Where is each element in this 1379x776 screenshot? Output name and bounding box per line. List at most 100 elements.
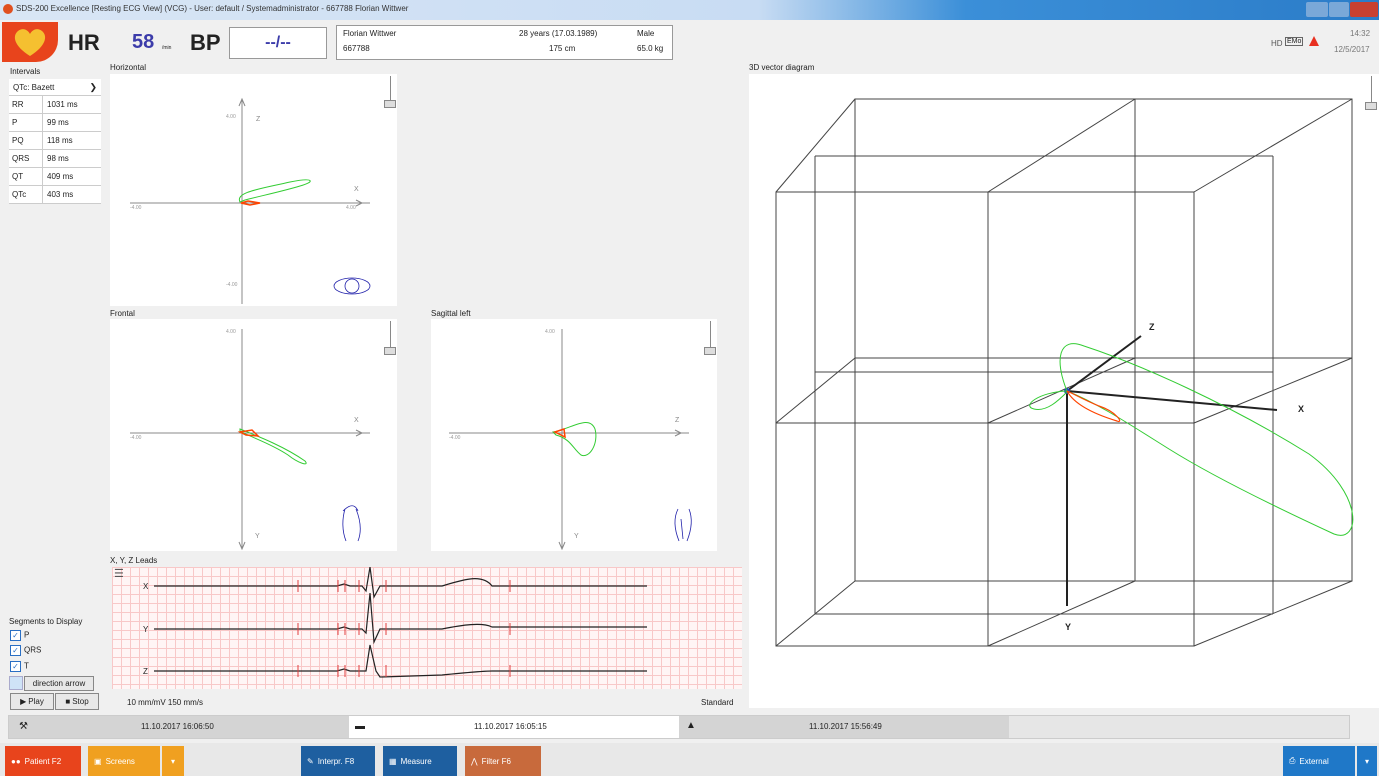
qtc-select[interactable]: QTc: Bazett ❯	[9, 79, 101, 96]
vector3d-z-label: Z	[1149, 322, 1155, 332]
filter-button[interactable]: ⋀ Filter F6	[465, 746, 541, 776]
users-icon: ●●	[11, 756, 21, 766]
interval-value: 1031 ms	[47, 100, 78, 109]
sagittal-plot-svg	[449, 329, 692, 551]
frontal-title: Frontal	[110, 309, 135, 318]
interval-label: P	[9, 114, 43, 131]
screens-button-label: Screens	[105, 756, 135, 766]
segment-p[interactable]: ✓ P	[10, 630, 29, 641]
segment-qrs[interactable]: ✓ QRS	[10, 645, 41, 656]
caret-down-icon: ▾	[1364, 756, 1369, 766]
horizontal-tick-pos-x: 4.00	[346, 205, 356, 211]
interval-label: QTc	[9, 186, 43, 203]
external-button-label: External	[1299, 756, 1329, 766]
maximize-button[interactable]	[1329, 2, 1349, 17]
ruler-icon: ▦	[389, 756, 397, 766]
sagittal-plot[interactable]: Z Y 4.00 -4.00	[431, 319, 717, 551]
direction-arrow-toggle[interactable]	[9, 676, 23, 690]
checkbox-t[interactable]: ✓	[10, 661, 21, 672]
interval-row: QRS 98 ms	[9, 150, 101, 168]
play-label: Play	[28, 697, 44, 706]
play-icon: ▶	[20, 697, 27, 706]
checkbox-qrs[interactable]: ✓	[10, 645, 21, 656]
frontal-tick-pos: 4.00	[226, 329, 236, 335]
sagittal-title: Sagittal left	[431, 309, 471, 318]
checkbox-p[interactable]: ✓	[10, 630, 21, 641]
segment-t[interactable]: ✓ T	[10, 661, 29, 672]
horizontal-title: Horizontal	[110, 63, 147, 72]
interval-label: PQ	[9, 132, 43, 149]
bed-icon: ▬	[355, 721, 365, 732]
sagittal-tick-neg: -4.00	[449, 435, 461, 441]
external-dropdown[interactable]: ▾	[1357, 746, 1377, 776]
hr-label: HR	[68, 30, 100, 55]
filter-icon: ⋀	[471, 756, 478, 766]
frontal-plot[interactable]: X Y 4.00 -4.00	[110, 319, 397, 551]
sagittal-zoom-slider[interactable]	[704, 347, 716, 355]
interval-label: QRS	[9, 150, 43, 167]
interp-button-label: Interpr. F8	[317, 756, 355, 766]
window-title: SDS-200 Excellence [Resting ECG View] (V…	[16, 4, 409, 13]
frontal-axis1: X	[354, 417, 359, 424]
lead-y-label: Y	[143, 625, 149, 634]
vector3d-zoom-slider[interactable]	[1365, 102, 1377, 110]
frontal-zoom-track	[390, 321, 391, 351]
interval-row: PQ 118 ms	[9, 132, 101, 150]
interval-label: QT	[9, 168, 43, 185]
close-button[interactable]	[1350, 2, 1378, 17]
leads-grid[interactable]: X Y Z ☰	[112, 567, 742, 689]
frontal-zoom-slider[interactable]	[384, 347, 396, 355]
horizontal-zoom-slider[interactable]	[384, 100, 396, 108]
qtc-select-value: QTc: Bazett	[13, 83, 55, 92]
patient-age: 28 years (17.03.1989)	[519, 29, 598, 38]
lead-x-label: X	[143, 582, 149, 591]
heart-icon	[14, 29, 46, 56]
tools-icon: ⚒	[19, 721, 28, 732]
horizontal-plot[interactable]: X Z 4.00 -4.00 4.00 -4.00	[110, 74, 397, 306]
timeline-bar: ⚒ 11.10.2017 16:06:50 ▬ 11.10.2017 16:05…	[8, 715, 1350, 739]
timeline-slot-3[interactable]	[679, 716, 1009, 738]
timeline-time-3: 11.10.2017 15:56:49	[809, 722, 882, 731]
patient-button[interactable]: ●● Patient F2	[5, 746, 81, 776]
segment-p-label: P	[24, 630, 30, 640]
external-button[interactable]: ⎙ External	[1283, 746, 1355, 776]
minimize-button[interactable]	[1306, 2, 1328, 17]
interp-button[interactable]: ✎ Interpr. F8	[301, 746, 375, 776]
patient-button-label: Patient F2	[24, 756, 62, 766]
screens-dropdown[interactable]: ▾	[162, 746, 184, 776]
clock-time: 14:32	[1350, 29, 1371, 38]
bp-field[interactable]: --/--	[229, 27, 327, 59]
app-logo	[2, 22, 58, 62]
measure-button[interactable]: ▦ Measure	[383, 746, 457, 776]
frontal-plot-svg	[130, 329, 370, 551]
direction-arrow-button[interactable]: direction arrow	[24, 676, 94, 691]
horizontal-tick-pos: 4.00	[226, 114, 236, 120]
bp-value: --/--	[265, 34, 291, 51]
vector3d-svg	[775, 98, 1354, 647]
screens-button[interactable]: ▣ Screens	[88, 746, 160, 776]
interval-value: 409 ms	[47, 172, 74, 181]
horizontal-tick-neg: -4.00	[130, 205, 142, 211]
interval-row: QTc 403 ms	[9, 186, 101, 204]
title-bar: SDS-200 Excellence [Resting ECG View] (V…	[0, 0, 1379, 20]
frontal-axis2: Y	[255, 533, 260, 540]
chevron-down-icon: ❯	[89, 82, 97, 92]
interval-label: RR	[9, 96, 43, 113]
horizontal-axis1: X	[354, 186, 359, 193]
sagittal-axis1: Z	[675, 417, 680, 424]
stop-button[interactable]: ■ Stop	[55, 693, 99, 710]
play-button[interactable]: ▶ Play	[10, 693, 54, 710]
interval-row: QT 409 ms	[9, 168, 101, 186]
timeline-slot-2[interactable]	[349, 716, 679, 738]
timeline-time-2: 11.10.2017 16:05:15	[474, 722, 547, 731]
timeline-slot-1[interactable]	[9, 716, 349, 738]
warning-icon[interactable]	[1308, 35, 1320, 47]
caret-down-icon: ▾	[170, 756, 175, 766]
hr-unit: /min	[162, 45, 172, 51]
vector3d-plot[interactable]: X Y Z	[749, 74, 1379, 708]
bottom-toolbar	[0, 743, 1379, 776]
leads-mode[interactable]: Standard	[701, 698, 734, 707]
measure-button-label: Measure	[400, 756, 432, 766]
menu-icon[interactable]: ☰	[114, 568, 124, 580]
app-icon	[3, 4, 13, 14]
